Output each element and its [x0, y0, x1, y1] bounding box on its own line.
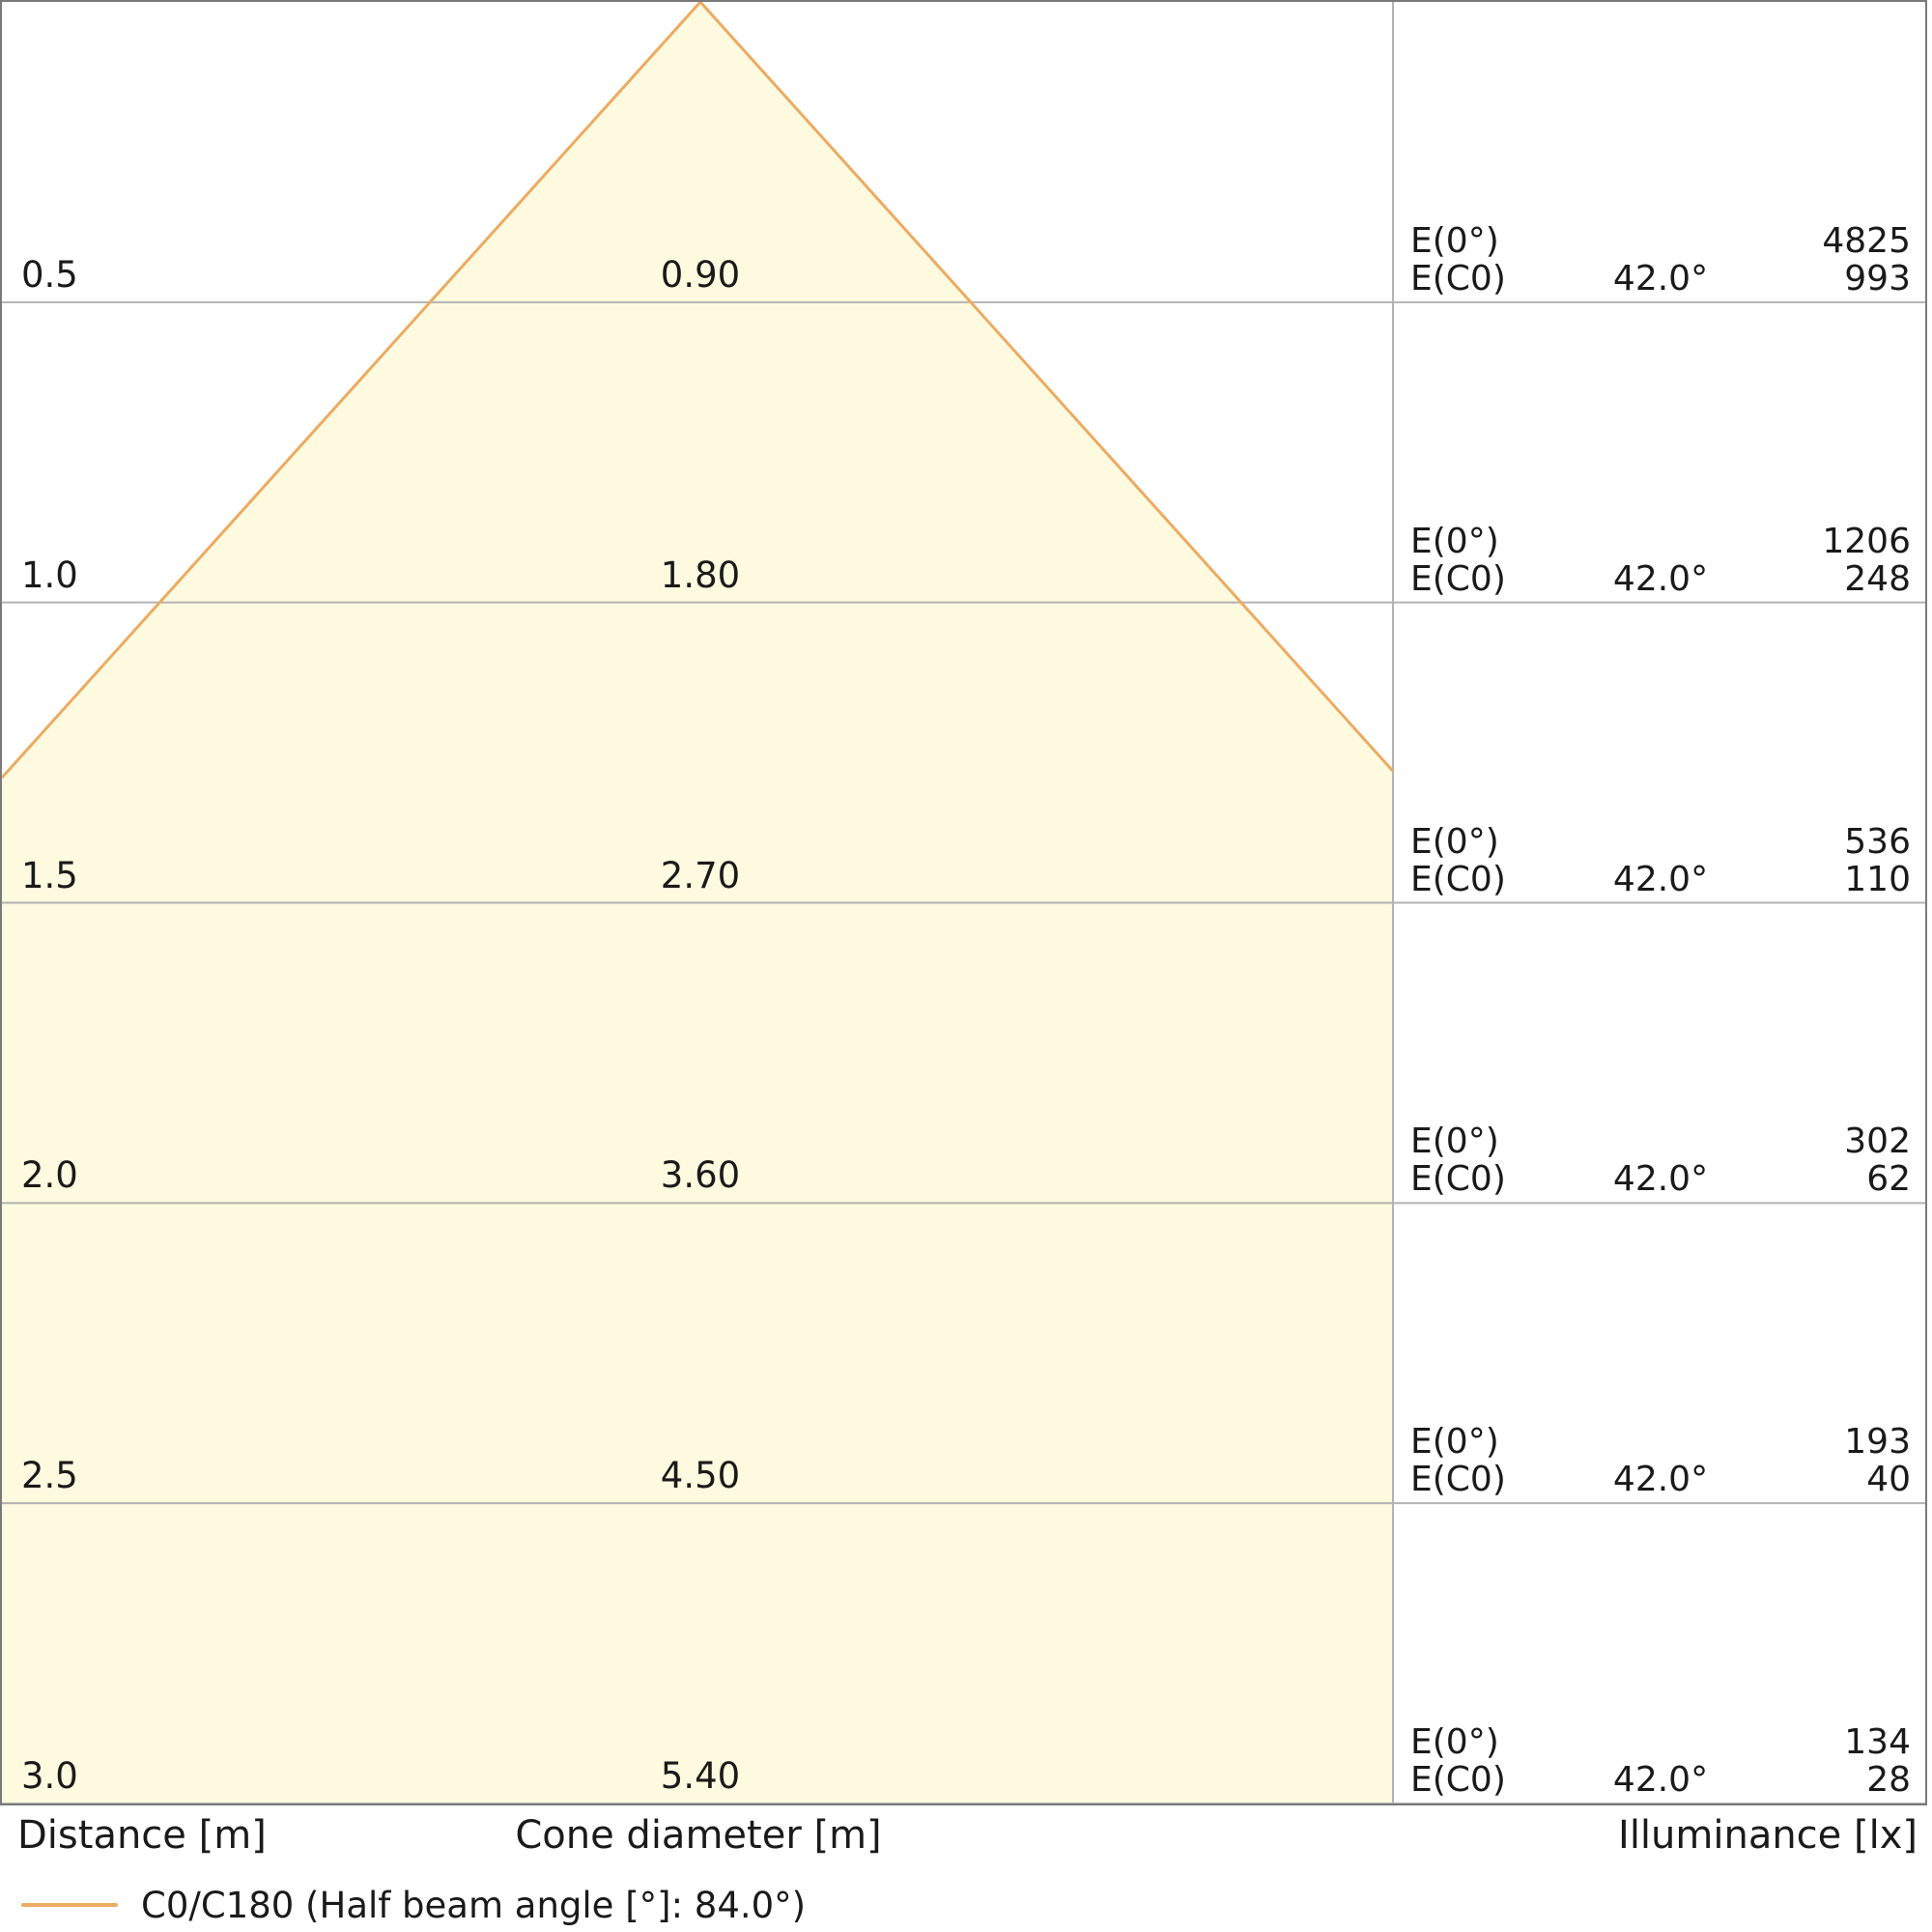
distance-label: 2.0: [21, 1154, 78, 1197]
ec0-angle: 42.0°: [1612, 1159, 1709, 1200]
cone-edge-right: [698, 2, 1395, 773]
cone-diameter-label: 4.50: [660, 1455, 741, 1497]
illuminance-row: E(0°) 134 E(C0) 42.0° 28: [1410, 1723, 1911, 1799]
ec0-value: 993: [1844, 258, 1911, 298]
ec0-angle: 42.0°: [1612, 258, 1709, 298]
e0-value: 193: [1844, 1422, 1911, 1463]
ec0-angle: 42.0°: [1612, 859, 1709, 899]
illuminance-row: E(0°) 1206 E(C0) 42.0° 248: [1410, 523, 1911, 598]
e0-line: E(0°) 302: [1410, 1122, 1911, 1160]
legend: C0/C180 (Half beam angle [°]: 84.0°): [21, 1882, 806, 1928]
e0-line: E(0°) 134: [1410, 1723, 1911, 1761]
e0-value: 134: [1844, 1722, 1911, 1762]
cone-diameter-label: 5.40: [660, 1755, 741, 1797]
legend-line-swatch: [21, 1903, 118, 1907]
ec0-line: E(C0) 42.0° 110: [1410, 861, 1911, 898]
e0-value: 536: [1844, 821, 1911, 862]
e0-label: E(0°): [1410, 1422, 1499, 1463]
e0-line: E(0°) 193: [1410, 1423, 1911, 1461]
distance-label: 1.0: [21, 554, 78, 596]
distance-label: 0.5: [21, 253, 78, 296]
e0-value: 4825: [1822, 220, 1911, 261]
e0-label: E(0°): [1410, 220, 1499, 261]
ec0-value: 248: [1844, 558, 1911, 599]
ec0-line: E(C0) 42.0° 993: [1410, 260, 1911, 298]
cone-diameter-label: 2.70: [660, 854, 741, 896]
ec0-value: 110: [1844, 859, 1911, 899]
ec0-line: E(C0) 42.0° 28: [1410, 1761, 1911, 1799]
ec0-value: 28: [1866, 1760, 1911, 1800]
cone-edge-left: [2, 2, 702, 780]
cone-diameter-label: 3.60: [660, 1154, 741, 1197]
ec0-label: E(C0): [1410, 1159, 1506, 1200]
axis-label-illuminance: Illuminance [lx]: [1618, 1813, 1918, 1858]
ec0-value: 62: [1866, 1159, 1911, 1200]
distance-label: 1.5: [21, 854, 78, 896]
illuminance-row: E(0°) 4825 E(C0) 42.0° 993: [1410, 222, 1911, 298]
e0-angle-spacer: [1579, 1423, 1742, 1461]
e0-angle-spacer: [1579, 222, 1742, 260]
e0-label: E(0°): [1410, 521, 1499, 561]
e0-line: E(0°) 1206: [1410, 523, 1911, 560]
x-axis-label-cone-diameter: Cone diameter [m]: [515, 1813, 882, 1858]
e0-angle-spacer: [1579, 1122, 1742, 1160]
ec0-label: E(C0): [1410, 1460, 1506, 1500]
ec0-label: E(C0): [1410, 1760, 1506, 1800]
legend-label: C0/C180 (Half beam angle [°]: 84.0°): [141, 1884, 807, 1926]
e0-angle-spacer: [1579, 823, 1742, 861]
ec0-angle: 42.0°: [1612, 1760, 1709, 1800]
ec0-line: E(C0) 42.0° 62: [1410, 1160, 1911, 1198]
e0-line: E(0°) 536: [1410, 823, 1911, 861]
ec0-label: E(C0): [1410, 558, 1506, 599]
e0-line: E(0°) 4825: [1410, 222, 1911, 260]
illuminance-row: E(0°) 302 E(C0) 42.0° 62: [1410, 1122, 1911, 1198]
cone-diameter-label: 0.90: [660, 253, 741, 296]
cone-chart: 0.5 0.90 E(0°) 4825 E(C0) 42.0° 993 1.0 1.80 E(0°…: [0, 0, 1927, 1805]
distance-label: 3.0: [21, 1755, 78, 1797]
e0-angle-spacer: [1579, 523, 1742, 560]
cone-diameter-label: 1.80: [660, 554, 741, 596]
illuminance-row: E(0°) 536 E(C0) 42.0° 110: [1410, 823, 1911, 898]
e0-label: E(0°): [1410, 821, 1499, 862]
ec0-line: E(C0) 42.0° 40: [1410, 1461, 1911, 1498]
e0-label: E(0°): [1410, 1722, 1499, 1762]
distance-label: 2.5: [21, 1455, 78, 1497]
ec0-angle: 42.0°: [1612, 1460, 1709, 1500]
e0-label: E(0°): [1410, 1122, 1499, 1162]
ec0-label: E(C0): [1410, 258, 1506, 298]
ec0-label: E(C0): [1410, 859, 1506, 899]
cone-diagram-canvas: [2, 2, 1925, 1804]
ec0-value: 40: [1866, 1460, 1911, 1500]
ec0-line: E(C0) 42.0° 248: [1410, 560, 1911, 598]
x-axis-label-distance: Distance [m]: [17, 1813, 267, 1858]
e0-angle-spacer: [1579, 1723, 1742, 1761]
ec0-angle: 42.0°: [1612, 558, 1709, 599]
e0-value: 302: [1844, 1122, 1911, 1162]
illuminance-row: E(0°) 193 E(C0) 42.0° 40: [1410, 1423, 1911, 1498]
e0-value: 1206: [1822, 521, 1911, 561]
